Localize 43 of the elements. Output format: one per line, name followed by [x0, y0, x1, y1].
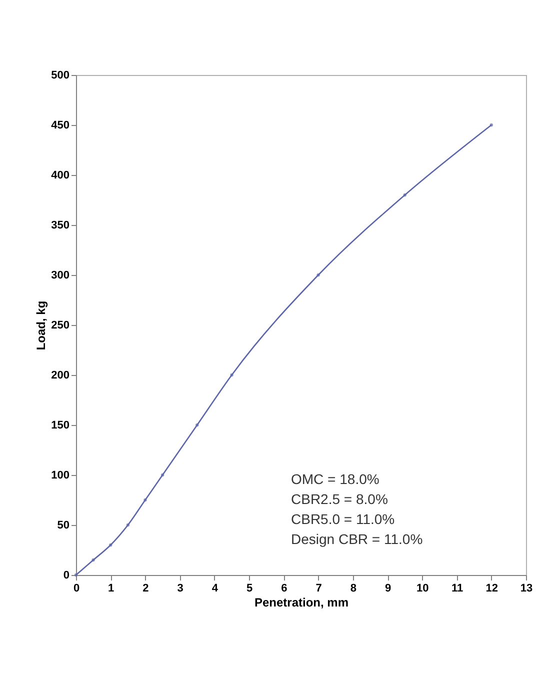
y-tick-label: 150 [51, 420, 70, 432]
point [126, 523, 130, 527]
annotation: Design CBR = 11.0% [291, 531, 423, 547]
x-tick-label: 2 [142, 582, 149, 594]
annotation: CBR5.0 = 11.0% [291, 511, 395, 527]
y-tick-label: 200 [51, 370, 70, 382]
point [144, 498, 147, 502]
point [160, 473, 164, 477]
y-tick-label: 250 [51, 320, 70, 332]
x-tick-label: 13 [520, 582, 533, 594]
annotation: OMC = 18.0% [291, 471, 380, 487]
x-tick-label: 1 [108, 582, 114, 594]
point [403, 193, 406, 197]
x-tick-label: 10 [416, 582, 429, 594]
x-tick-label: 4 [212, 582, 219, 594]
x-tick-label: 3 [177, 582, 184, 594]
x-tick-label: 0 [73, 582, 80, 594]
x-tick-label: 7 [316, 582, 322, 594]
x-tick-label: 9 [384, 582, 392, 594]
x-tick-label: 5 [246, 582, 253, 594]
line-series [74, 123, 493, 577]
y-tick-label: 350 [51, 220, 70, 232]
point [316, 273, 320, 277]
y-tick-label: 400 [51, 170, 70, 182]
y-tick-label: 100 [51, 470, 70, 482]
annotation: CBR2.5 = 8.0% [291, 491, 388, 507]
y-tick-label: 300 [51, 270, 70, 282]
y-tick-label: 500 [51, 70, 70, 82]
point [196, 423, 199, 427]
y-tick-label: 50 [57, 520, 70, 532]
y-axis-title: Load, kg [34, 300, 48, 350]
point [109, 543, 112, 547]
y-tick-label: 450 [51, 120, 70, 132]
y-tick-label: 0 [63, 570, 70, 582]
point [74, 573, 78, 577]
point [92, 558, 95, 562]
point [230, 373, 234, 377]
x-tick-label: 8 [350, 582, 356, 594]
x-tick-label: 11 [451, 582, 464, 594]
point [490, 123, 493, 127]
x-axis-title: Penetration, mm [254, 596, 349, 610]
x-tick-label: 12 [486, 582, 498, 594]
x-tick-label: 6 [281, 582, 288, 594]
